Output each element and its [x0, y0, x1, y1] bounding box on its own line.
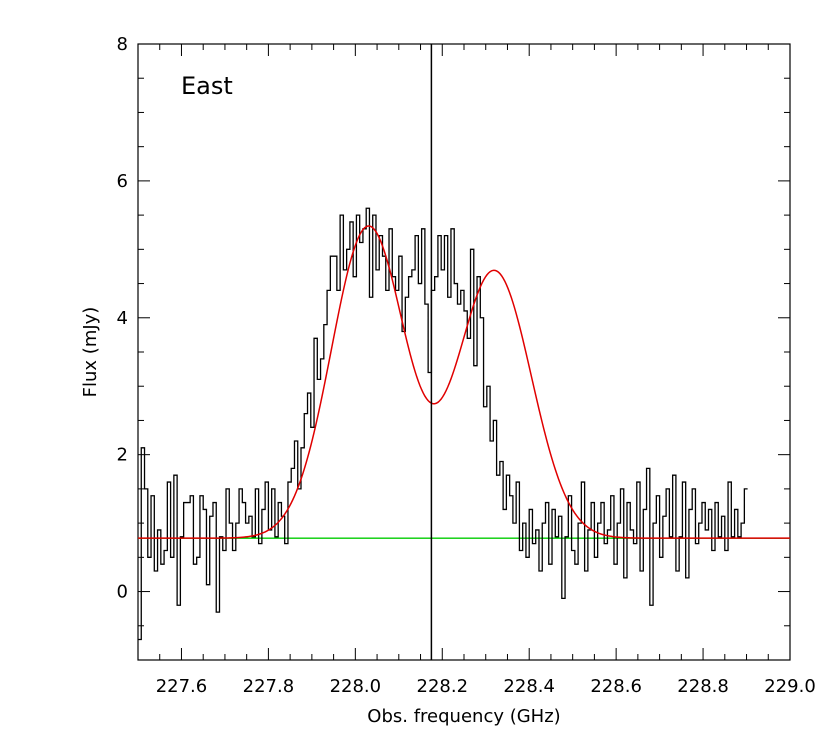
data-layer: [138, 44, 790, 660]
plot-area: [137, 43, 791, 661]
spectrum-data-line: [138, 207, 748, 641]
y-tick-label: 4: [117, 308, 128, 329]
x-tick-label: 227.6: [156, 676, 208, 697]
y-tick-label: 8: [117, 34, 128, 55]
y-axis-ticks: 0 2 4 6 8: [117, 34, 790, 661]
y-tick-label: 0: [117, 582, 128, 603]
x-tick-label: 228.0: [330, 676, 382, 697]
gaussian-fit-line: [138, 225, 790, 539]
plot-frame: [137, 43, 791, 661]
x-tick-label: 228.6: [590, 676, 642, 697]
y-axis-label: Flux (mJy): [80, 307, 101, 398]
x-tick-label: 227.8: [243, 676, 295, 697]
x-tick-label: 228.2: [417, 676, 469, 697]
panel-label-east: East: [181, 72, 233, 100]
y-tick-label: 6: [117, 171, 128, 192]
x-tick-label: 229.0: [764, 676, 816, 697]
x-tick-label: 228.4: [503, 676, 555, 697]
y-tick-label: 2: [117, 445, 128, 466]
x-tick-label: 228.8: [677, 676, 729, 697]
x-axis-ticks: 227.6 227.8 228.0 228.2 228.4 228.6 228.8 229.0: [137, 44, 816, 697]
x-axis-label: Obs. frequency (GHz): [367, 706, 560, 727]
